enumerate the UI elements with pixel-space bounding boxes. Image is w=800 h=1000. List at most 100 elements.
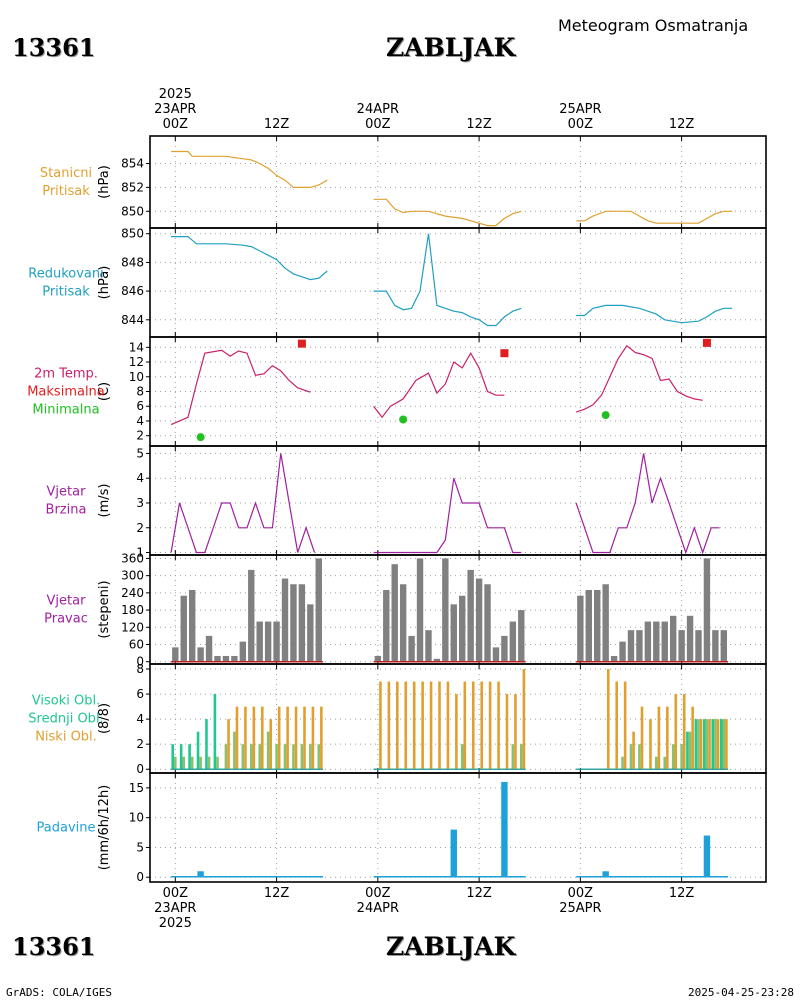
unit-label: (mm/6h/12h) bbox=[97, 785, 112, 871]
cloud-bar bbox=[666, 706, 669, 770]
panel-label: Vjetar bbox=[47, 594, 87, 609]
y-tick-label: 4 bbox=[136, 414, 144, 428]
panel-frame bbox=[149, 772, 767, 883]
data-bar bbox=[205, 635, 213, 662]
panels: 850852854(hPa)StanicniPritisak8448468488… bbox=[27, 135, 767, 884]
time-tick-label: 12Z bbox=[669, 886, 695, 901]
panel-reduced-pressure: 844 846 848 850 (hPa)Redukovani Pritisak bbox=[28, 227, 767, 338]
y-tick-label: 850 bbox=[121, 227, 144, 241]
series-line bbox=[171, 236, 328, 281]
data-bar bbox=[391, 564, 398, 662]
cloud-bar bbox=[708, 719, 711, 770]
y-tick-label: 2 bbox=[136, 737, 144, 751]
panel-label: Vjetar bbox=[47, 485, 87, 500]
cloud-bar bbox=[686, 731, 689, 770]
cloud-bar bbox=[171, 744, 175, 770]
cloud-bar bbox=[519, 744, 523, 770]
cloud-bar bbox=[387, 681, 391, 770]
data-bar bbox=[703, 558, 711, 662]
data-bar bbox=[636, 630, 643, 662]
y-tick-label: 300 bbox=[121, 569, 144, 583]
cloud-bar bbox=[697, 719, 700, 770]
y-tick-label: 240 bbox=[121, 586, 144, 600]
unit-label: (stepeni) bbox=[97, 580, 112, 638]
data-bar bbox=[644, 621, 652, 662]
cloud-bar bbox=[699, 719, 703, 770]
y-tick-label: 846 bbox=[121, 284, 144, 298]
cloud-bar bbox=[233, 731, 236, 770]
cloud-bar bbox=[252, 706, 256, 770]
y-tick-label: 10 bbox=[129, 370, 144, 384]
cloud-bar bbox=[309, 744, 312, 770]
cloud-bar bbox=[663, 756, 667, 770]
cloud-bar bbox=[249, 744, 253, 770]
data-bar bbox=[610, 655, 618, 662]
cloud-bar bbox=[460, 744, 464, 770]
cloud-bar bbox=[174, 756, 177, 770]
unit-label: (m/s) bbox=[97, 484, 112, 518]
cloud-bar bbox=[269, 719, 273, 770]
cloud-bar bbox=[615, 681, 619, 770]
cloud-bar bbox=[311, 706, 315, 770]
data-bar bbox=[720, 630, 728, 662]
panel-label: Niski Obl. bbox=[35, 730, 97, 745]
cloud-bar bbox=[216, 756, 219, 770]
cloud-bar bbox=[680, 744, 683, 770]
data-bar bbox=[214, 655, 221, 662]
y-tick-label: 0 bbox=[136, 655, 144, 669]
y-tick-label: 15 bbox=[129, 781, 144, 795]
cloud-bar bbox=[655, 756, 658, 770]
cloud-bar bbox=[632, 731, 635, 770]
cloud-bar bbox=[722, 719, 726, 770]
data-bar bbox=[459, 595, 466, 662]
panel-label: 2m Temp. bbox=[34, 367, 98, 382]
data-bar bbox=[475, 578, 483, 662]
y-tick-label: 844 bbox=[121, 313, 144, 327]
series-line bbox=[575, 344, 703, 413]
cloud-bar bbox=[694, 719, 698, 770]
panel-label: Pritisak bbox=[42, 184, 90, 199]
y-tick-label: 2 bbox=[136, 521, 144, 535]
cloud-bar bbox=[429, 681, 433, 770]
data-bar bbox=[307, 604, 314, 662]
y-tick-label: 180 bbox=[121, 603, 144, 617]
data-bar bbox=[408, 635, 415, 662]
data-bar bbox=[315, 558, 322, 662]
cloud-bar bbox=[412, 681, 416, 770]
data-bar bbox=[467, 569, 474, 662]
cloud-bar bbox=[241, 744, 245, 770]
data-bar bbox=[577, 595, 584, 662]
data-bar bbox=[594, 589, 601, 662]
data-bar bbox=[239, 641, 247, 662]
time-tick-label: 23APR bbox=[154, 901, 196, 916]
cloud-bar bbox=[292, 744, 295, 770]
min-temp-marker bbox=[601, 411, 610, 420]
panel-label: Pritisak bbox=[42, 285, 90, 300]
max-temp-marker bbox=[500, 349, 509, 358]
cloud-bar bbox=[258, 744, 261, 770]
data-bar bbox=[281, 578, 289, 662]
data-bar bbox=[383, 589, 390, 662]
cloud-bar bbox=[294, 706, 298, 770]
series-line bbox=[373, 233, 522, 327]
cloud-bar bbox=[260, 706, 264, 770]
min-temp-marker bbox=[399, 415, 408, 424]
cloud-bar bbox=[688, 731, 692, 770]
panel-wind-direction: 0 60 120 180 240 300 360 (stepeni) Vjetar Pravac bbox=[44, 551, 767, 669]
time-tick-label: 00Z bbox=[568, 117, 594, 132]
y-tick-label: 12 bbox=[129, 355, 144, 369]
series-line bbox=[373, 351, 505, 419]
time-tick-label: 12Z bbox=[264, 117, 290, 132]
y-tick-label: 848 bbox=[121, 255, 144, 269]
station-id-bottom: 13361 bbox=[12, 932, 96, 961]
cloud-bar bbox=[716, 719, 720, 770]
cloud-bar bbox=[621, 756, 624, 770]
data-bar bbox=[273, 621, 280, 662]
data-bar bbox=[518, 610, 525, 662]
data-bar bbox=[509, 621, 517, 662]
y-tick-label: 5 bbox=[136, 446, 144, 460]
data-bar bbox=[256, 621, 263, 662]
data-bar bbox=[602, 871, 609, 878]
